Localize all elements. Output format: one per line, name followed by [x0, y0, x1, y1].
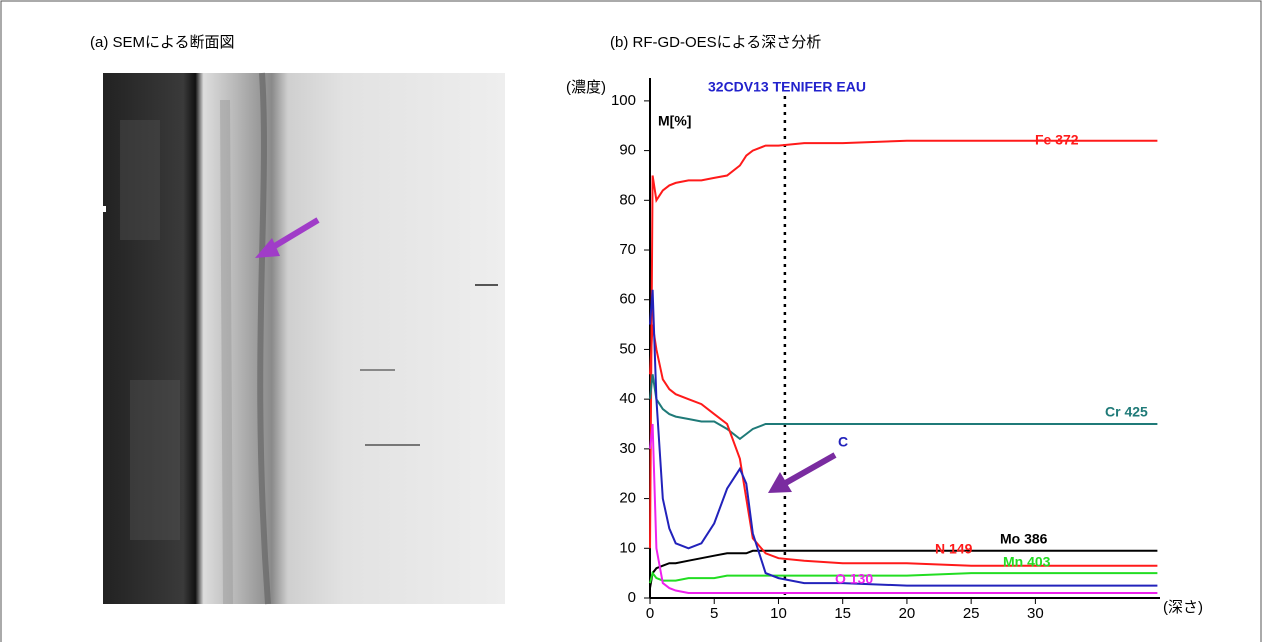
- y-tick-label: 70: [619, 241, 636, 258]
- panel-title: (a) SEMによる断面図: [90, 34, 235, 51]
- y-tick-label: 0: [628, 589, 636, 606]
- chart-title: 32CDV13 TENIFER EAU: [708, 79, 866, 95]
- series-line: [649, 549, 1158, 589]
- y-tick-label: 10: [619, 539, 636, 556]
- series-line: [649, 139, 1158, 549]
- y-tick-label: 60: [619, 291, 636, 308]
- chart: 0 10 20 30 40 50 60 70 80 90 100 0 5 10 15 20 25 30 (濃度) (深…: [566, 78, 1203, 622]
- y-axis-label: (濃度): [566, 79, 606, 96]
- x-tick-label: 10: [770, 605, 787, 622]
- y-tick-label: 30: [619, 440, 636, 457]
- panel-title: (b) RF-GD-OESによる深さ分析: [610, 34, 821, 51]
- series-label: Mo 386: [1000, 531, 1048, 547]
- x-tick-label: 5: [710, 605, 718, 622]
- x-tick-label: 25: [963, 605, 980, 622]
- x-tick-label: 20: [899, 605, 916, 622]
- x-tick-label: 30: [1027, 605, 1044, 622]
- arrow: [780, 452, 837, 488]
- x-tick-label: 15: [834, 605, 851, 622]
- y-tick-label: 90: [619, 142, 636, 159]
- series-line: [649, 289, 1158, 587]
- series-line: [649, 324, 1158, 567]
- y-tick-label: 50: [619, 340, 636, 357]
- series-line: [649, 374, 1158, 441]
- sem-image: [100, 72, 505, 605]
- arrow-head: [768, 472, 792, 493]
- x-axis-label: (深さ): [1163, 599, 1203, 616]
- y-tick-label: 20: [619, 490, 636, 507]
- series-label: Mn 403: [1003, 554, 1051, 570]
- series-label: C: [838, 434, 848, 450]
- series-line: [649, 570, 1158, 584]
- y-tick-label: 80: [619, 191, 636, 208]
- y-tick-label: 100: [611, 92, 636, 109]
- y-unit: M[%]: [658, 113, 691, 129]
- x-tick-label: 0: [646, 605, 654, 622]
- series-line: [649, 423, 1158, 594]
- series-label: N 149: [935, 541, 973, 557]
- series-label: O 130: [835, 571, 873, 587]
- y-tick-label: 40: [619, 390, 636, 407]
- series-label: Cr 425: [1105, 404, 1148, 420]
- series-label: Fe 372: [1035, 132, 1079, 148]
